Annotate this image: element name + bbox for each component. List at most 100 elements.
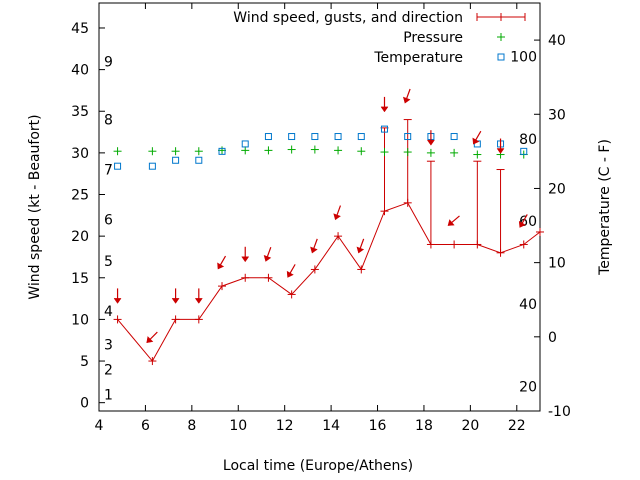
x-tick-label: 20: [461, 418, 479, 434]
pressure-point: [310, 145, 319, 154]
y-right-tick-label: -10: [548, 404, 571, 420]
y-right-tick-label: 10: [548, 256, 566, 272]
pressure-point: [287, 145, 296, 154]
wind-arrow-head: [194, 298, 203, 304]
pressure-point: [403, 148, 412, 157]
wind-point: [148, 357, 157, 366]
pressure-point: [357, 147, 366, 156]
pressure-point: [450, 148, 459, 157]
wind-arrow-head: [310, 246, 318, 254]
wind-arrow-head: [403, 96, 411, 104]
axis-ticks: [98, 3, 540, 412]
wind-arrow: [403, 88, 411, 104]
y-right-tick-label: 20: [548, 181, 566, 197]
temperature-point: [148, 162, 156, 170]
plot-frame: [98, 2, 541, 412]
wind-arrow-head: [171, 298, 180, 304]
fahrenheit-label: 60: [519, 214, 537, 230]
wind-point: [287, 290, 296, 299]
beaufort-label: 8: [104, 113, 113, 129]
wind-arrow: [447, 215, 460, 226]
wind-arrow-head: [380, 106, 389, 113]
temperature-point: [264, 133, 272, 141]
wind-arrow-shaft: [521, 214, 528, 225]
legend-pressure-label: Pressure: [403, 30, 463, 46]
temperature-point: [380, 125, 388, 133]
pressure-point: [148, 147, 157, 156]
y-left-tick-label: 5: [80, 354, 89, 370]
wind-point: [113, 315, 122, 324]
legend-temperature-label: Temperature: [373, 50, 463, 66]
wind-arrow: [194, 288, 203, 304]
y-axis-left-title: Wind speed (kt - Beaufort): [27, 114, 43, 299]
wind-arrow: [380, 96, 389, 113]
beaufort-label: 5: [104, 254, 113, 270]
wind-arrow: [171, 288, 180, 304]
wind-arrow-head: [263, 254, 272, 262]
wind-arrow-head: [472, 137, 480, 145]
temperature-point: [218, 147, 226, 155]
wind-arrow-shaft: [474, 130, 482, 141]
wind-point: [218, 282, 227, 291]
pressure-point: [113, 147, 122, 156]
fahrenheit-labels: 20 40 60 80 100: [510, 49, 537, 395]
wind-arrow: [241, 246, 250, 263]
beaufort-label: 3: [104, 337, 113, 353]
x-tick-label: 4: [95, 418, 104, 434]
pressure-point: [473, 150, 482, 159]
wind-arrow-shaft: [450, 215, 460, 224]
wind-point: [264, 273, 273, 282]
axis-tick-labels: 4 6 8 10 12 14 16 18 20 22051015202530354045-1001…: [71, 21, 571, 434]
y-right-tick-label: 0: [548, 330, 557, 346]
wind-series: [113, 119, 544, 366]
temperature-point: [404, 133, 412, 141]
pressure-point: [241, 146, 250, 155]
wind-arrow: [333, 205, 342, 221]
fahrenheit-label: 40: [519, 297, 537, 313]
pressure-point: [194, 147, 203, 156]
y-left-tick-label: 20: [71, 229, 89, 245]
wind-arrow-shaft: [149, 331, 158, 341]
wind-arrow-head: [426, 139, 435, 146]
fahrenheit-label: 20: [519, 380, 537, 396]
wind-point: [241, 273, 250, 282]
y-left-tick-label: 25: [71, 188, 89, 204]
y-left-tick-label: 10: [71, 312, 89, 328]
y-left-tick-label: 15: [71, 271, 89, 287]
wind-arrow: [146, 331, 158, 344]
fahrenheit-label: 80: [519, 132, 537, 148]
y-left-tick-label: 35: [71, 104, 89, 120]
beaufort-label: 2: [104, 362, 113, 378]
wind-arrow: [356, 238, 365, 254]
x-tick-label: 12: [276, 418, 294, 434]
wind-point: [334, 232, 343, 241]
wind-arrow-head: [496, 148, 505, 154]
wind-arrow-head: [356, 246, 365, 254]
beaufort-label: 1: [104, 387, 113, 403]
pressure-point: [264, 146, 273, 155]
x-tick-label: 18: [415, 418, 433, 434]
wind-arrow-shaft: [359, 238, 365, 250]
wind-arrow-head: [447, 219, 455, 226]
x-tick-label: 16: [369, 418, 387, 434]
wind-arrow-head: [217, 262, 225, 270]
wind-arrow: [472, 130, 482, 145]
wind-point: [519, 240, 528, 249]
wind-arrow-shaft: [266, 246, 272, 258]
legend-temperature-marker: [497, 53, 505, 61]
wind-arrow-shaft: [289, 264, 296, 275]
wind-point: [450, 240, 459, 249]
wind-arrow: [496, 138, 505, 154]
temperature-point: [114, 162, 122, 170]
wind-arrow-shaft: [312, 238, 318, 250]
wind-arrow-head: [146, 336, 154, 344]
wind-arrow-shaft: [336, 205, 342, 217]
pressure-series: [113, 145, 528, 159]
fahrenheit-label: 100: [510, 49, 537, 65]
x-tick-label: 8: [187, 418, 196, 434]
beaufort-label: 6: [104, 212, 113, 228]
wind-point: [310, 265, 319, 274]
pressure-point: [380, 148, 389, 157]
y-right-tick-label: 30: [548, 107, 566, 123]
